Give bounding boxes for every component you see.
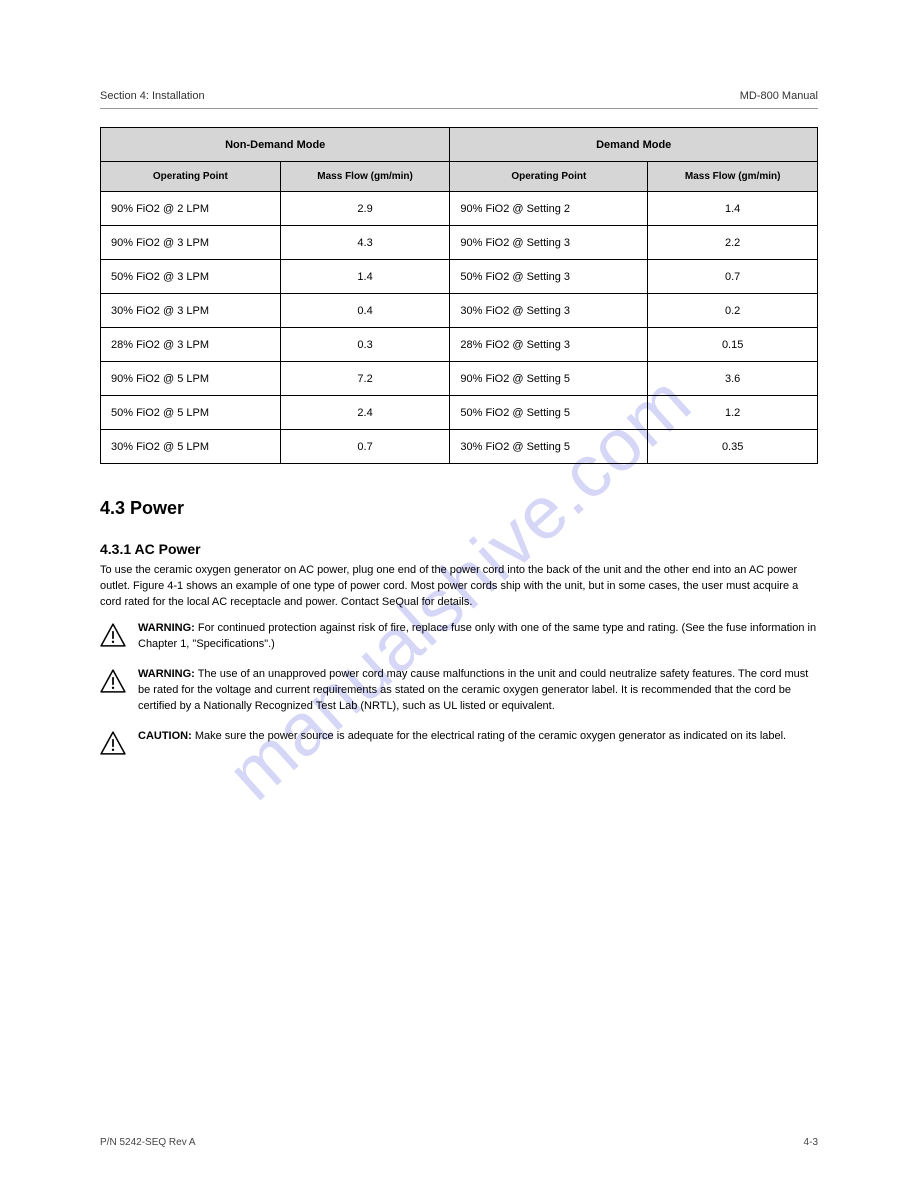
page-footer: P/N 5242-SEQ Rev A 4-3 xyxy=(100,1137,818,1148)
cell: 4.3 xyxy=(280,226,450,260)
ac-body: To use the ceramic oxygen generator on A… xyxy=(100,563,818,611)
caution-label: CAUTION: xyxy=(138,730,192,742)
page-content: Section 4: Installation MD-800 Manual No… xyxy=(0,0,918,829)
cell: 50% FiO2 @ Setting 3 xyxy=(450,260,648,294)
warning-body: The use of an unapproved power cord may … xyxy=(138,668,808,712)
footer-part: P/N 5242-SEQ Rev A xyxy=(100,1137,196,1148)
top-header-demand: Demand Mode xyxy=(450,128,818,162)
flow-table: Non-Demand Mode Demand Mode Operating Po… xyxy=(100,127,818,464)
warning-text: WARNING: The use of an unapproved power … xyxy=(138,667,818,715)
cell: 30% FiO2 @ Setting 5 xyxy=(450,430,648,464)
cell: 0.2 xyxy=(648,294,818,328)
caution-block: CAUTION: Make sure the power source is a… xyxy=(100,729,818,755)
warning-label: WARNING: xyxy=(138,668,195,680)
subsection-title-ac: 4.3.1 AC Power xyxy=(100,541,818,557)
warning-block: WARNING: For continued protection agains… xyxy=(100,621,818,653)
cell: 0.7 xyxy=(280,430,450,464)
cell: 3.6 xyxy=(648,362,818,396)
cell: 0.3 xyxy=(280,328,450,362)
sub-header: Mass Flow (gm/min) xyxy=(648,162,818,192)
table-row: 28% FiO2 @ 3 LPM 0.3 28% FiO2 @ Setting … xyxy=(101,328,818,362)
cell: 90% FiO2 @ Setting 5 xyxy=(450,362,648,396)
cell: 90% FiO2 @ Setting 2 xyxy=(450,192,648,226)
cell: 30% FiO2 @ Setting 3 xyxy=(450,294,648,328)
warning-icon xyxy=(100,669,126,693)
table-row: 30% FiO2 @ 3 LPM 0.4 30% FiO2 @ Setting … xyxy=(101,294,818,328)
cell: 1.4 xyxy=(280,260,450,294)
header-model: MD-800 Manual xyxy=(740,90,818,102)
caution-body: Make sure the power source is adequate f… xyxy=(195,730,786,742)
cell: 1.4 xyxy=(648,192,818,226)
table-row: 50% FiO2 @ 5 LPM 2.4 50% FiO2 @ Setting … xyxy=(101,396,818,430)
warning-text: WARNING: For continued protection agains… xyxy=(138,621,818,653)
table-sub-header-row: Operating Point Mass Flow (gm/min) Opera… xyxy=(101,162,818,192)
cell: 30% FiO2 @ 3 LPM xyxy=(101,294,281,328)
table-body: 90% FiO2 @ 2 LPM 2.9 90% FiO2 @ Setting … xyxy=(101,192,818,464)
warning-label: WARNING: xyxy=(138,622,195,634)
cell: 28% FiO2 @ Setting 3 xyxy=(450,328,648,362)
cell: 90% FiO2 @ 2 LPM xyxy=(101,192,281,226)
table-row: 90% FiO2 @ 2 LPM 2.9 90% FiO2 @ Setting … xyxy=(101,192,818,226)
caution-text: CAUTION: Make sure the power source is a… xyxy=(138,729,786,745)
header-section: Section 4: Installation xyxy=(100,90,205,102)
cell: 1.2 xyxy=(648,396,818,430)
table-top-header-row: Non-Demand Mode Demand Mode xyxy=(101,128,818,162)
cell: 90% FiO2 @ 3 LPM xyxy=(101,226,281,260)
cell: 90% FiO2 @ 5 LPM xyxy=(101,362,281,396)
table-row: 90% FiO2 @ 3 LPM 4.3 90% FiO2 @ Setting … xyxy=(101,226,818,260)
cell: 50% FiO2 @ 3 LPM xyxy=(101,260,281,294)
table-row: 30% FiO2 @ 5 LPM 0.7 30% FiO2 @ Setting … xyxy=(101,430,818,464)
warning-block: WARNING: The use of an unapproved power … xyxy=(100,667,818,715)
cell: 2.9 xyxy=(280,192,450,226)
sub-header: Operating Point xyxy=(101,162,281,192)
cell: 0.7 xyxy=(648,260,818,294)
warning-body: For continued protection against risk of… xyxy=(138,622,816,650)
table-row: 90% FiO2 @ 5 LPM 7.2 90% FiO2 @ Setting … xyxy=(101,362,818,396)
section-title-power: 4.3 Power xyxy=(100,498,818,519)
cell: 90% FiO2 @ Setting 3 xyxy=(450,226,648,260)
cell: 50% FiO2 @ Setting 5 xyxy=(450,396,648,430)
cell: 28% FiO2 @ 3 LPM xyxy=(101,328,281,362)
caution-icon xyxy=(100,731,126,755)
cell: 7.2 xyxy=(280,362,450,396)
sub-header: Mass Flow (gm/min) xyxy=(280,162,450,192)
footer-page: 4-3 xyxy=(804,1137,818,1148)
top-header-nondemand: Non-Demand Mode xyxy=(101,128,450,162)
page-header: Section 4: Installation MD-800 Manual xyxy=(100,90,818,109)
cell: 0.35 xyxy=(648,430,818,464)
cell: 2.2 xyxy=(648,226,818,260)
sub-header: Operating Point xyxy=(450,162,648,192)
warning-icon xyxy=(100,623,126,647)
cell: 0.15 xyxy=(648,328,818,362)
cell: 50% FiO2 @ 5 LPM xyxy=(101,396,281,430)
cell: 0.4 xyxy=(280,294,450,328)
cell: 2.4 xyxy=(280,396,450,430)
table-row: 50% FiO2 @ 3 LPM 1.4 50% FiO2 @ Setting … xyxy=(101,260,818,294)
cell: 30% FiO2 @ 5 LPM xyxy=(101,430,281,464)
